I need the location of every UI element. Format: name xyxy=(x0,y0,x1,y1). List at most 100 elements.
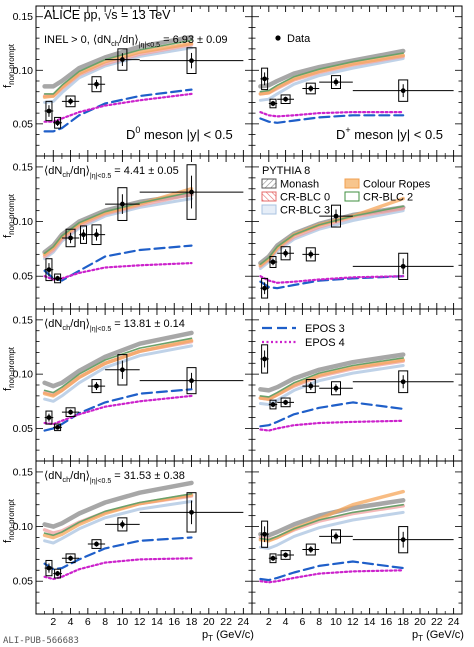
model-curve-colour-ropes xyxy=(258,53,405,96)
x-tick-label: 8 xyxy=(316,616,322,628)
x-tick-label: 18 xyxy=(397,616,409,628)
data-point xyxy=(333,213,339,219)
model-curve-epos3 xyxy=(43,536,193,571)
model-curve-colour-ropes xyxy=(42,338,194,398)
model-curve-epos3 xyxy=(259,114,405,124)
legend-swatch-cr-blc0 xyxy=(261,191,277,202)
data-point xyxy=(333,534,339,539)
multiplicity-label-1: ⟨dNch/dη⟩|η|<0.5 = 4.41 ± 0.05 xyxy=(44,165,179,180)
x-tick-label: 24 xyxy=(448,616,460,628)
model-curve-epos4 xyxy=(43,394,193,426)
data-point xyxy=(68,235,73,241)
model-curve-colour-ropes xyxy=(258,358,405,401)
model-curve-epos4 xyxy=(259,111,405,118)
x-tick-label: 16 xyxy=(381,616,393,628)
y-tick-label: 0.05 xyxy=(13,118,34,130)
model-curve-colour-ropes xyxy=(42,493,194,540)
panel-3-1: 2 4 6 8 10 12 14 16 18 20 22 24 xyxy=(251,460,463,628)
model-curve-cr-blc3 xyxy=(43,344,193,403)
data-point xyxy=(308,251,314,257)
overlay: ALICE pp, √s = 13 TeV INEL > 0, ⟨dNch/dη⟩… xyxy=(2,8,464,646)
data-point xyxy=(46,565,52,571)
model-curve-cr-blc2 xyxy=(43,493,193,537)
model-curve-epos3 xyxy=(43,244,193,282)
model-curve-epos4 xyxy=(43,557,193,581)
data-point xyxy=(120,201,125,207)
model-curve-monash xyxy=(258,498,406,538)
data-point xyxy=(94,232,99,238)
legend-label-epos3: EPOS 3 xyxy=(305,323,345,335)
x-tick-label: 20 xyxy=(203,616,215,628)
model-curve-colour-ropes xyxy=(42,41,194,99)
data-point xyxy=(262,76,267,82)
x-tick-label: 24 xyxy=(238,616,250,628)
panel-1-1 xyxy=(251,155,463,310)
x-tick-label: 4 xyxy=(68,616,74,628)
data-point xyxy=(262,356,267,362)
model-curve-monash xyxy=(42,34,194,89)
data-point xyxy=(81,232,86,238)
data-point xyxy=(55,571,60,576)
data-point xyxy=(270,402,276,407)
x-tick-label: 10 xyxy=(330,616,342,628)
y-axis-label: fnon-prompt xyxy=(2,43,16,88)
multiplicity-text: ⟨dNch/dη⟩|η|<0.5 = 31.53 ± 0.38 xyxy=(44,470,185,485)
x-tick-label: 10 xyxy=(117,616,129,628)
model-curve-monash xyxy=(42,330,194,389)
y-tick-label: 0.10 xyxy=(13,369,34,381)
data-point xyxy=(55,120,60,126)
panel-1-0: 0.05 0.10 0.15 xyxy=(13,155,253,310)
y-tick-label: 0.15 xyxy=(13,11,34,23)
y-tick-label: 0.05 xyxy=(13,423,34,435)
panel-0-0: 0.05 0.10 0.15 xyxy=(13,5,253,157)
model-curve-cr-blc2 xyxy=(43,337,193,394)
x-tick-label: 22 xyxy=(431,616,443,628)
model-curve-cr-blc2 xyxy=(259,503,404,541)
data-point xyxy=(283,96,288,102)
data-point xyxy=(333,385,339,391)
model-curve-epos3 xyxy=(259,401,405,428)
multiplicity-text: ⟨dNch/dη⟩|η|<0.5 = 4.41 ± 0.05 xyxy=(44,165,179,180)
panel-2-1 xyxy=(251,308,463,462)
model-curve-cr-blc3 xyxy=(258,510,405,550)
meson-label-0: D0 meson |y| < 0.5 xyxy=(126,125,233,142)
x-tick-label: 22 xyxy=(220,616,232,628)
legend-data-label: Data xyxy=(287,33,311,45)
data-point xyxy=(189,58,194,64)
data-point xyxy=(46,415,52,420)
y-axis-label: fnon-prompt xyxy=(2,346,16,391)
x-tick-label: 8 xyxy=(102,616,108,628)
x-tick-label: 18 xyxy=(186,616,198,628)
data-point xyxy=(189,189,194,195)
data-point xyxy=(283,399,288,405)
data-point xyxy=(189,378,194,384)
legend-label-cr-blc0: CR-BLC 0 xyxy=(280,192,330,204)
panel-2-0: 0.05 0.10 0.15 xyxy=(13,308,253,462)
legend-swatch-cr-blc3 xyxy=(261,204,277,215)
model-curve-epos4 xyxy=(259,275,405,284)
data-point xyxy=(400,263,406,269)
data-point xyxy=(333,79,339,85)
x-tick-label: 20 xyxy=(414,616,426,628)
legend-label-cr-blc2: CR-BLC 2 xyxy=(363,192,413,204)
y-tick-label: 0.15 xyxy=(13,161,34,173)
y-axis-label: fnon-prompt xyxy=(2,193,16,238)
data-point xyxy=(400,88,406,94)
y-tick-label: 0.10 xyxy=(13,65,34,77)
model-curve-monash xyxy=(258,352,406,393)
y-tick-label: 0.15 xyxy=(13,314,34,326)
data-point xyxy=(68,409,73,415)
data-point xyxy=(55,276,60,281)
legend-label-monash: Monash xyxy=(280,179,319,191)
multiplicity-text: ⟨dNch/dη⟩|η|<0.5 = 13.81 ± 0.14 xyxy=(44,318,185,333)
data-point xyxy=(46,108,52,114)
x-tick-label: 2 xyxy=(50,616,56,628)
panel-0-1 xyxy=(251,5,463,157)
watermark: ALI-PUB-566683 xyxy=(3,636,79,646)
x-tick-label: 16 xyxy=(168,616,180,628)
model-curve-monash xyxy=(258,48,406,89)
legend-pythia-title: PYTHIA 8 xyxy=(262,165,310,177)
y-tick-label: 0.10 xyxy=(13,521,34,533)
legend-swatch-cr-blc2 xyxy=(344,191,360,202)
model-curve-cr-blc3 xyxy=(43,46,193,104)
